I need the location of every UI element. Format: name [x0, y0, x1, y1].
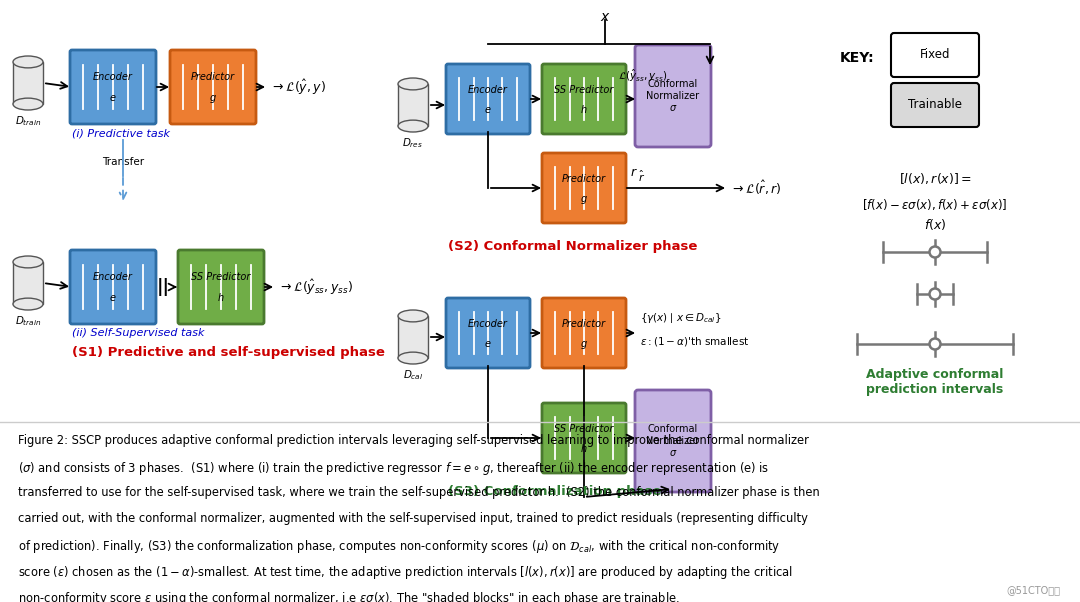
Text: $f(x)$: $f(x)$ — [923, 217, 946, 232]
Text: h: h — [581, 444, 588, 453]
Text: $D_{train}$: $D_{train}$ — [15, 114, 41, 128]
FancyBboxPatch shape — [542, 64, 626, 134]
Circle shape — [930, 288, 941, 300]
Ellipse shape — [13, 256, 43, 268]
Text: h: h — [218, 293, 224, 303]
Bar — [13, 262, 43, 304]
Ellipse shape — [13, 56, 43, 68]
Text: Trainable: Trainable — [908, 99, 962, 111]
Text: $\mathcal{L}(\hat{y}_{ss}, y_{ss})$: $\mathcal{L}(\hat{y}_{ss}, y_{ss})$ — [618, 68, 667, 84]
FancyBboxPatch shape — [170, 50, 256, 124]
Text: non-conformity score $\epsilon$ using the conformal normalizer, i.e $\epsilon\si: non-conformity score $\epsilon$ using th… — [18, 590, 679, 602]
FancyBboxPatch shape — [891, 83, 978, 127]
Text: Figure 2: SSCP produces adaptive conformal prediction intervals leveraging self-: Figure 2: SSCP produces adaptive conform… — [18, 434, 809, 447]
Text: (S1) Predictive and self-supervised phase: (S1) Predictive and self-supervised phas… — [72, 346, 384, 359]
Text: score ($\epsilon$) chosen as the $(1-\alpha)$-smallest. At test time, the adapti: score ($\epsilon$) chosen as the $(1-\al… — [18, 564, 793, 581]
Text: (S2) Conformal Normalizer phase: (S2) Conformal Normalizer phase — [448, 240, 698, 253]
FancyBboxPatch shape — [446, 298, 530, 368]
Text: $x$: $x$ — [599, 10, 610, 24]
Text: carried out, with the conformal normalizer, augmented with the self-supervised i: carried out, with the conformal normaliz… — [18, 512, 808, 525]
Text: Predictor: Predictor — [562, 174, 606, 184]
Ellipse shape — [399, 352, 428, 364]
Text: of prediction). Finally, (S3) the conformalization phase, computes non-conformit: of prediction). Finally, (S3) the confor… — [18, 538, 781, 555]
Text: ($\sigma$) and consists of 3 phases.  (S1) where (i) train the predictive regres: ($\sigma$) and consists of 3 phases. (S1… — [18, 460, 769, 477]
Text: Conformal
Normalizer
$\sigma$: Conformal Normalizer $\sigma$ — [647, 79, 700, 113]
Text: KEY:: KEY: — [840, 51, 875, 65]
Text: Encoder: Encoder — [468, 319, 508, 329]
Text: Transfer: Transfer — [102, 157, 144, 167]
Text: (S3) Conformalization phase: (S3) Conformalization phase — [448, 485, 661, 498]
FancyBboxPatch shape — [542, 403, 626, 473]
Ellipse shape — [399, 78, 428, 90]
Text: Predictor: Predictor — [191, 72, 235, 82]
Text: Fixed: Fixed — [920, 49, 950, 61]
Text: $D_{res}$: $D_{res}$ — [403, 136, 423, 150]
Text: SS Predictor: SS Predictor — [191, 272, 251, 282]
FancyBboxPatch shape — [70, 50, 156, 124]
Text: e: e — [110, 293, 116, 303]
Text: transferred to use for the self-supervised task, where we train the self-supervi: transferred to use for the self-supervis… — [18, 486, 820, 499]
Text: $\hat{r}$: $\hat{r}$ — [638, 169, 645, 184]
Ellipse shape — [399, 310, 428, 322]
Text: Encoder: Encoder — [93, 272, 133, 282]
Text: $\epsilon:(1-\alpha)$'th smallest: $\epsilon:(1-\alpha)$'th smallest — [640, 335, 750, 349]
FancyBboxPatch shape — [891, 33, 978, 77]
Text: (i) Predictive task: (i) Predictive task — [72, 128, 170, 138]
Text: e: e — [110, 93, 116, 103]
Text: Encoder: Encoder — [468, 85, 508, 95]
FancyBboxPatch shape — [635, 45, 711, 147]
Bar — [399, 84, 428, 126]
Text: Encoder: Encoder — [93, 72, 133, 82]
Text: ||: || — [157, 278, 170, 296]
Text: $\{\gamma(x)\mid x\in D_{cal}\}$: $\{\gamma(x)\mid x\in D_{cal}\}$ — [640, 311, 721, 325]
Bar — [13, 62, 43, 104]
Circle shape — [930, 246, 941, 258]
Text: g: g — [581, 194, 588, 203]
FancyBboxPatch shape — [446, 64, 530, 134]
Text: $r$: $r$ — [630, 166, 638, 179]
Text: $\rightarrow\mathcal{L}(\hat{r},r)$: $\rightarrow\mathcal{L}(\hat{r},r)$ — [730, 179, 782, 197]
FancyBboxPatch shape — [178, 250, 264, 324]
Text: @51CTO博客: @51CTO博客 — [1005, 585, 1059, 595]
Ellipse shape — [399, 120, 428, 132]
Text: SS Predictor: SS Predictor — [554, 85, 613, 95]
FancyBboxPatch shape — [635, 390, 711, 492]
Text: $D_{train}$: $D_{train}$ — [15, 314, 41, 328]
Text: h: h — [581, 105, 588, 114]
Text: $\rightarrow\mathcal{L}(\hat{y}_{ss},y_{ss})$: $\rightarrow\mathcal{L}(\hat{y}_{ss},y_{… — [278, 278, 353, 297]
Text: g: g — [581, 338, 588, 349]
Text: Predictor: Predictor — [562, 319, 606, 329]
Circle shape — [930, 338, 941, 350]
Ellipse shape — [13, 298, 43, 310]
Text: e: e — [485, 105, 491, 114]
FancyBboxPatch shape — [542, 153, 626, 223]
Text: e: e — [485, 338, 491, 349]
Text: Conformal
Normalizer
$\sigma$: Conformal Normalizer $\sigma$ — [647, 424, 700, 458]
Text: $[l(x), r(x)] =$: $[l(x), r(x)] =$ — [899, 170, 971, 185]
Ellipse shape — [13, 98, 43, 110]
Text: (ii) Self-Supervised task: (ii) Self-Supervised task — [72, 328, 204, 338]
FancyBboxPatch shape — [542, 298, 626, 368]
FancyBboxPatch shape — [70, 250, 156, 324]
Bar — [399, 316, 428, 358]
Text: SS Predictor: SS Predictor — [554, 424, 613, 434]
Text: $[f(x)-\epsilon\sigma(x), f(x)+\epsilon\sigma(x)]$: $[f(x)-\epsilon\sigma(x), f(x)+\epsilon\… — [862, 197, 1008, 213]
Text: $D_{cal}$: $D_{cal}$ — [403, 368, 423, 382]
Text: $\rightarrow\mathcal{L}(\hat{y},y)$: $\rightarrow\mathcal{L}(\hat{y},y)$ — [270, 78, 326, 96]
Text: Adaptive conformal
prediction intervals: Adaptive conformal prediction intervals — [866, 368, 1003, 396]
Text: g: g — [210, 93, 216, 103]
